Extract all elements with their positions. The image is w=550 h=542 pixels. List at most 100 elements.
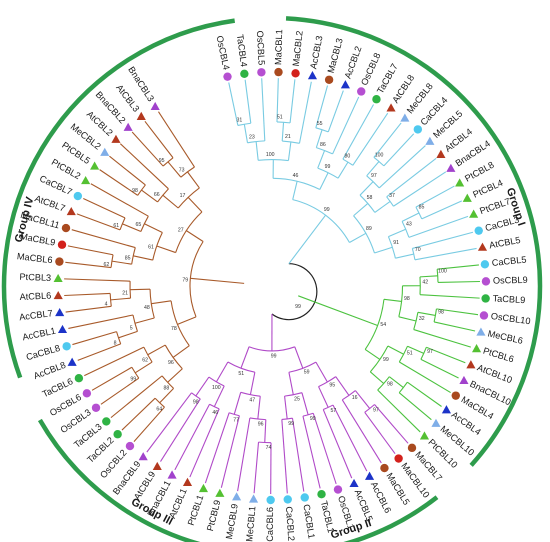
bootstrap-value: 48: [144, 305, 150, 311]
marker-circle: [61, 223, 71, 233]
marker-circle: [380, 463, 389, 473]
tree-branch: [187, 196, 203, 213]
marker-circle: [91, 403, 101, 412]
group-iv-arc: [1, 18, 236, 379]
marker-triangle: [138, 452, 148, 461]
leaf-label: AtCBL7: [33, 193, 66, 213]
bootstrap-value: 42: [422, 279, 428, 285]
tree-branch: [110, 297, 131, 301]
marker-circle: [300, 493, 309, 502]
tree-branch: [144, 121, 174, 159]
tree-arc: [137, 184, 146, 196]
leaf-label: AcCBL3: [308, 35, 324, 70]
tree-branch: [366, 161, 380, 177]
tree-branch: [413, 329, 471, 348]
marker-triangle: [436, 149, 446, 158]
tree-branch: [398, 392, 432, 421]
bootstrap-value: 97: [373, 407, 379, 413]
tree-branch: [122, 223, 142, 233]
tree-arc: [227, 361, 255, 373]
bootstrap-value: 70: [415, 247, 421, 253]
tree-branch: [281, 419, 288, 494]
group-ii-arc: [343, 495, 439, 542]
marker-triangle: [53, 290, 63, 300]
tree-branch: [68, 314, 134, 330]
bootstrap-value: 51: [277, 114, 283, 120]
tree-branch: [100, 377, 140, 405]
marker-triangle: [462, 193, 472, 202]
tree-branch: [315, 85, 329, 128]
tree-branch: [317, 150, 326, 169]
tree-branch: [144, 223, 163, 234]
tree-arc: [129, 281, 132, 299]
tree-branch: [364, 349, 381, 360]
species-markers: [53, 67, 491, 505]
bootstrap-value: 97: [427, 349, 433, 355]
tree-branch: [71, 229, 136, 249]
tree-branch: [133, 255, 153, 261]
tree-arc: [364, 299, 385, 350]
tree-branch: [319, 172, 329, 190]
tree-branch: [228, 82, 239, 126]
leaf-label: CaCBL1: [301, 504, 316, 540]
tree-branch: [64, 278, 131, 282]
tree-branch: [332, 404, 368, 472]
tree-branch: [393, 171, 447, 207]
bootstrap-value: 85: [419, 204, 425, 210]
tree-branch: [398, 316, 417, 322]
leaf-label: AcCBL6: [369, 480, 393, 515]
marker-triangle: [67, 357, 77, 366]
leaf-label: PtCBL4: [471, 178, 504, 200]
tree-branch: [436, 308, 479, 316]
tree-branch: [156, 245, 176, 254]
tree-branch: [378, 145, 426, 189]
tree-branch: [301, 392, 309, 415]
leaf-label: MeCBL1: [244, 506, 257, 542]
bootstrap-value: 99: [288, 421, 294, 427]
bootstrap-value: 89: [366, 226, 372, 232]
tree-branch: [213, 385, 225, 407]
tree-branch: [253, 442, 260, 494]
tree-branch: [90, 183, 149, 217]
tree-branch: [349, 232, 367, 244]
marker-circle: [274, 67, 283, 77]
tree-arc: [157, 188, 169, 203]
bootstrap-value: 78: [171, 326, 177, 332]
tree-branch: [121, 397, 156, 431]
tree-branches: [64, 78, 480, 494]
marker-triangle: [249, 494, 259, 503]
tree-branch: [419, 294, 480, 299]
tree-arc: [315, 127, 329, 133]
tree-branch: [395, 253, 414, 259]
tree-branch: [287, 141, 292, 161]
tree-branch: [118, 330, 138, 339]
tree-branch: [160, 398, 201, 462]
marker-triangle: [53, 273, 63, 283]
marker-circle: [451, 391, 460, 400]
marker-circle: [113, 430, 122, 439]
marker-triangle: [446, 163, 456, 172]
tree-branch: [133, 406, 165, 442]
group-ring-arcs: [1, 16, 543, 542]
bootstrap-value: 51: [238, 371, 244, 377]
tree-branch: [109, 155, 146, 186]
tree-branch: [387, 345, 404, 355]
marker-triangle: [472, 344, 482, 353]
tree-branch: [237, 417, 251, 492]
tree-arc: [420, 347, 427, 360]
tree-branch: [159, 387, 174, 404]
root-support: 99: [295, 304, 301, 310]
bootstrap-value: 98: [404, 296, 410, 302]
root-arc: [271, 263, 318, 321]
bootstrap-value: 99: [325, 164, 331, 170]
leaf-label: MeCBL6: [487, 328, 524, 346]
tree-branch: [388, 376, 404, 388]
tree-branch: [337, 161, 349, 179]
bootstrap-value: 77: [233, 417, 239, 423]
bootstrap-value: 98: [132, 188, 138, 194]
bootstrap-value: 55: [317, 121, 323, 127]
tree-branch: [412, 231, 474, 249]
marker-circle: [125, 441, 135, 451]
tree-arc: [189, 241, 204, 318]
bootstrap-value: 100: [212, 385, 221, 391]
